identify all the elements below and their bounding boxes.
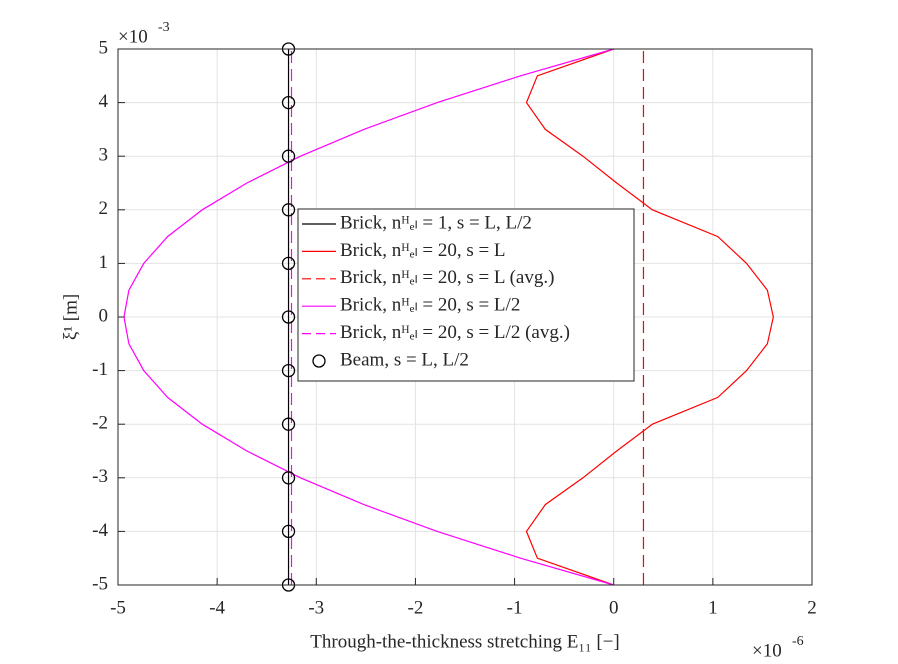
plot-frame — [117, 48, 813, 586]
x-tick-label: 0 — [609, 597, 619, 618]
legend-label: Brick, nᴴₑₗ = 20, s = L/2 (avg.) — [340, 322, 570, 343]
line — [123, 48, 614, 586]
y-multiplier-exponent: -3 — [158, 20, 170, 35]
marker — [281, 310, 296, 324]
legend-box — [297, 208, 635, 382]
x-tick-label: -1 — [507, 597, 523, 618]
x-tick-label: -2 — [408, 597, 424, 618]
y-tick-label: -2 — [92, 413, 108, 434]
x-tick-label: 1 — [708, 597, 718, 618]
y-tick-label: -3 — [92, 466, 108, 487]
x-tick-label: -3 — [308, 597, 324, 618]
y-tick-label: 5 — [99, 37, 109, 58]
marker — [281, 95, 296, 110]
marker — [281, 417, 296, 431]
y-tick-label: -1 — [92, 359, 108, 380]
y-tick-label: 2 — [99, 198, 109, 219]
marker — [281, 363, 296, 378]
legend-label: Brick, nᴴₑₗ = 20, s = L (avg.) — [340, 267, 554, 288]
legend-label: Beam, s = L, L/2 — [340, 349, 469, 370]
marker — [281, 203, 296, 217]
legend-label: Brick, nᴴₑₗ = 20, s = L/2 — [340, 295, 520, 316]
y-tick-label: 3 — [99, 145, 109, 166]
line — [525, 48, 774, 586]
y-axis-label: ξ¹ [m] — [60, 294, 81, 340]
legend-marker — [312, 354, 326, 368]
y-tick-label: -5 — [92, 573, 108, 594]
marker — [281, 256, 296, 271]
x-tick-label: -4 — [209, 597, 225, 618]
x-multiplier: ×10 — [752, 640, 782, 661]
y-tick-label: 0 — [99, 305, 109, 326]
x-axis-label: Through-the-thickness stretching E₁₁ [−] — [310, 631, 619, 652]
x-tick-label: 2 — [807, 597, 817, 618]
marker — [281, 524, 296, 539]
x-tick-label: -5 — [110, 597, 126, 618]
marker — [281, 471, 296, 485]
x-multiplier-exponent: -6 — [792, 634, 804, 649]
y-tick-label: 4 — [99, 91, 109, 112]
marker — [281, 149, 296, 163]
legend-label: Brick, nᴴₑₗ = 20, s = L — [340, 240, 506, 261]
y-tick-label: 1 — [99, 252, 109, 273]
y-tick-label: -4 — [92, 520, 108, 541]
y-multiplier: ×10 — [118, 26, 148, 47]
legend-label: Brick, nᴴₑₗ = 1, s = L, L/2 — [340, 212, 532, 233]
